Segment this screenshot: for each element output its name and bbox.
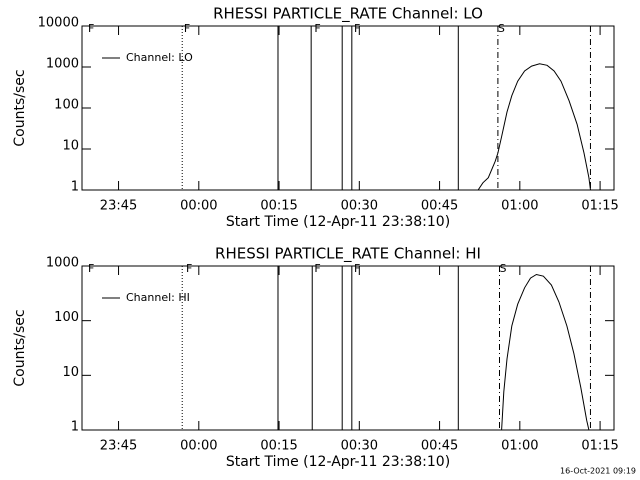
y-tick-label: 10 <box>62 365 79 380</box>
flag-label: F <box>314 22 320 35</box>
legend-label: Channel: LO <box>126 51 193 64</box>
legend-label: Channel: HI <box>126 291 190 304</box>
x-axis-label: Start Time (12-Apr-11 23:38:10) <box>226 214 450 230</box>
y-tick-label: 1000 <box>46 57 79 72</box>
flag-label: F <box>184 22 190 35</box>
chart-title: RHESSI PARTICLE_RATE Channel: LO <box>213 5 483 24</box>
flag-label: F <box>314 262 320 275</box>
y-tick-label: 100 <box>54 310 79 325</box>
x-tick-label: 00:45 <box>421 439 458 454</box>
y-axis-label: Counts/sec <box>12 309 28 386</box>
x-tick-label: 00:30 <box>341 199 378 214</box>
y-tick-label: 1000 <box>46 256 79 271</box>
flag-label: F <box>88 262 94 275</box>
y-tick-label: 100 <box>54 98 79 113</box>
x-axis-label: Start Time (12-Apr-11 23:38:10) <box>226 454 450 470</box>
x-tick-label: 00:30 <box>341 439 378 454</box>
flag-label: F <box>354 22 360 35</box>
y-tick-label: 1 <box>71 180 79 195</box>
flag-label: F <box>354 262 360 275</box>
series-line <box>501 273 590 431</box>
x-tick-label: 00:00 <box>180 439 217 454</box>
x-tick-label: 00:15 <box>260 439 297 454</box>
x-tick-label: 23:45 <box>100 439 137 454</box>
footer-date: 16-Oct-2021 09:19 <box>560 467 636 476</box>
chart-title: RHESSI PARTICLE_RATE Channel: HI <box>215 245 481 264</box>
flag-label: S <box>498 22 505 35</box>
x-tick-label: 01:00 <box>501 199 538 214</box>
flag-label: F <box>186 262 192 275</box>
x-tick-label: 00:00 <box>180 199 217 214</box>
x-tick-label: 01:15 <box>581 199 618 214</box>
flag-label: F <box>88 22 94 35</box>
y-axis-label: Counts/sec <box>12 69 28 146</box>
series-line <box>477 63 591 191</box>
x-tick-label: 00:45 <box>421 199 458 214</box>
x-tick-label: 01:00 <box>501 439 538 454</box>
x-tick-label: 23:45 <box>100 199 137 214</box>
y-tick-label: 10000 <box>38 16 79 31</box>
y-tick-label: 1 <box>71 420 79 435</box>
plot-frame <box>81 265 615 431</box>
x-tick-label: 01:15 <box>581 439 618 454</box>
flag-label: S <box>499 262 506 275</box>
y-tick-label: 10 <box>62 139 79 154</box>
x-tick-label: 00:15 <box>260 199 297 214</box>
